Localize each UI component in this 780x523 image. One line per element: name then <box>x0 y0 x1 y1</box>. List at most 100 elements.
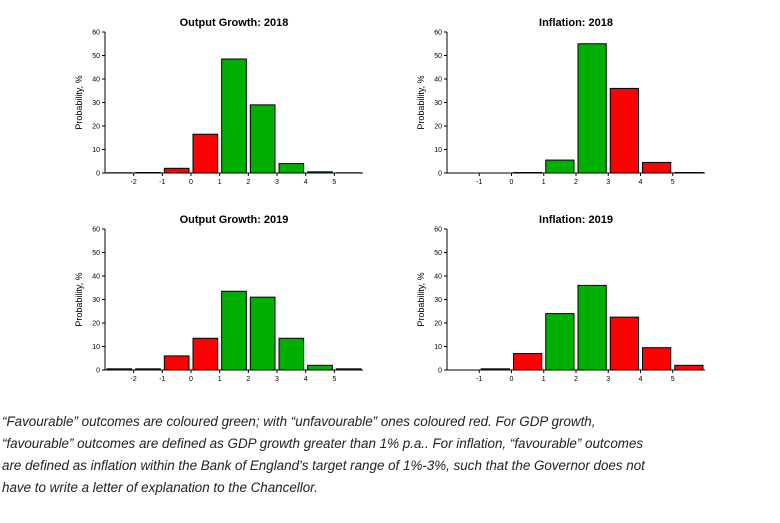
x-tick-label: -1 <box>159 376 165 383</box>
x-tick-label: 5 <box>671 376 675 383</box>
x-tick-label: 0 <box>189 376 193 383</box>
x-tick-label: 4 <box>304 179 308 186</box>
x-tick-label: 3 <box>275 179 279 186</box>
chart-title: Inflation: 2019 <box>539 214 613 226</box>
x-tick-label: 1 <box>542 376 546 383</box>
y-tick-label: 20 <box>434 124 442 131</box>
y-tick-label: 0 <box>438 171 442 178</box>
y-tick-label: 30 <box>92 297 100 304</box>
y-tick-label: 10 <box>434 147 442 154</box>
y-tick-label: 60 <box>434 30 442 37</box>
caption-line: are defined as inflation within the Bank… <box>2 458 645 473</box>
x-tick-label: 5 <box>332 179 336 186</box>
y-tick-label: 40 <box>92 274 100 281</box>
x-tick-label: 1 <box>218 376 222 383</box>
bar <box>278 337 305 371</box>
x-tick-label: 0 <box>189 179 193 186</box>
x-tick-label: 2 <box>246 179 250 186</box>
bar <box>674 364 704 371</box>
y-tick-label: 30 <box>434 100 442 107</box>
y-tick-label: 10 <box>92 344 100 351</box>
caption-line: “Favourable” outcomes are coloured green… <box>2 414 596 429</box>
caption-line: “favourable” outcomes are defined as GDP… <box>2 436 644 451</box>
chart-title: Output Growth: 2019 <box>180 214 289 226</box>
x-tick-label: 1 <box>218 179 222 186</box>
y-axis-label: Probability, % <box>416 272 426 326</box>
bar <box>278 163 305 174</box>
y-tick-label: 50 <box>92 53 100 60</box>
y-tick-label: 50 <box>92 250 100 257</box>
x-tick-label: -1 <box>159 179 165 186</box>
y-axis-label: Probability, % <box>416 75 426 129</box>
y-tick-label: 20 <box>92 321 100 328</box>
chart-output-growth-2019: Output Growth: 2019 Probability, % 0 10 20 30… <box>70 209 370 384</box>
bar <box>577 43 607 174</box>
y-tick-label: 40 <box>434 274 442 281</box>
y-axis-label: Probability, % <box>74 272 84 326</box>
x-tick-label: 2 <box>574 179 578 186</box>
x-tick-label: 3 <box>275 376 279 383</box>
x-tick-label: 3 <box>606 376 610 383</box>
bar <box>249 296 276 371</box>
y-tick-label: 40 <box>92 77 100 84</box>
bar <box>307 364 333 371</box>
y-axis-label: Probability, % <box>74 75 84 129</box>
y-tick-label: 30 <box>92 100 100 107</box>
y-tick-label: 60 <box>434 227 442 234</box>
x-tick-label: 0 <box>510 179 514 186</box>
y-tick-label: 60 <box>92 227 100 234</box>
caption: “Favourable” outcomes are coloured green… <box>2 411 772 499</box>
x-tick-label: 3 <box>606 179 610 186</box>
x-tick-label: 4 <box>304 376 308 383</box>
x-tick-label: 5 <box>332 376 336 383</box>
bar <box>221 290 247 371</box>
y-tick-label: 10 <box>434 344 442 351</box>
y-tick-label: 10 <box>92 147 100 154</box>
y-tick-label: 0 <box>96 368 100 375</box>
x-tick-label: 4 <box>639 179 643 186</box>
bar <box>192 133 219 174</box>
chart-title: Inflation: 2018 <box>539 17 613 29</box>
y-tick-label: 60 <box>92 30 100 37</box>
y-tick-label: 0 <box>96 171 100 178</box>
bar <box>642 347 672 371</box>
x-tick-label: 2 <box>574 376 578 383</box>
x-tick-label: -2 <box>131 179 137 186</box>
chart-inflation-2019: Inflation: 2019 Probability, % 0 10 20 30 40 50… <box>412 209 712 384</box>
bar <box>545 159 575 174</box>
chart-inflation-2018: Inflation: 2018 Probability, % 0 10 20 30 40 50… <box>412 12 712 187</box>
bar <box>163 167 190 174</box>
bar <box>249 104 276 174</box>
x-tick-label: 4 <box>639 376 643 383</box>
y-tick-label: 30 <box>434 297 442 304</box>
bar <box>577 284 607 371</box>
bar <box>609 316 639 371</box>
chart-output-growth-2018: Output Growth: 2018 Probability, % 0 10 20 30… <box>70 12 370 187</box>
x-tick-label: 1 <box>542 179 546 186</box>
bar <box>545 313 575 371</box>
bar <box>513 353 543 371</box>
bar <box>192 337 219 371</box>
x-tick-label: 5 <box>671 179 675 186</box>
y-tick-label: 50 <box>434 53 442 60</box>
y-tick-label: 50 <box>434 250 442 257</box>
caption-line: have to write a letter of explanation to… <box>2 480 318 495</box>
bar <box>609 87 639 174</box>
y-tick-label: 40 <box>434 77 442 84</box>
y-tick-label: 0 <box>438 368 442 375</box>
x-tick-label: -2 <box>131 376 137 383</box>
x-tick-label: -1 <box>476 179 482 186</box>
x-tick-label: -1 <box>476 376 482 383</box>
bar <box>221 58 247 174</box>
x-tick-label: 0 <box>510 376 514 383</box>
bar <box>163 355 190 371</box>
chart-title: Output Growth: 2018 <box>180 17 289 29</box>
bar <box>642 161 672 174</box>
y-tick-label: 20 <box>434 321 442 328</box>
y-tick-label: 20 <box>92 124 100 131</box>
x-tick-label: 2 <box>246 376 250 383</box>
